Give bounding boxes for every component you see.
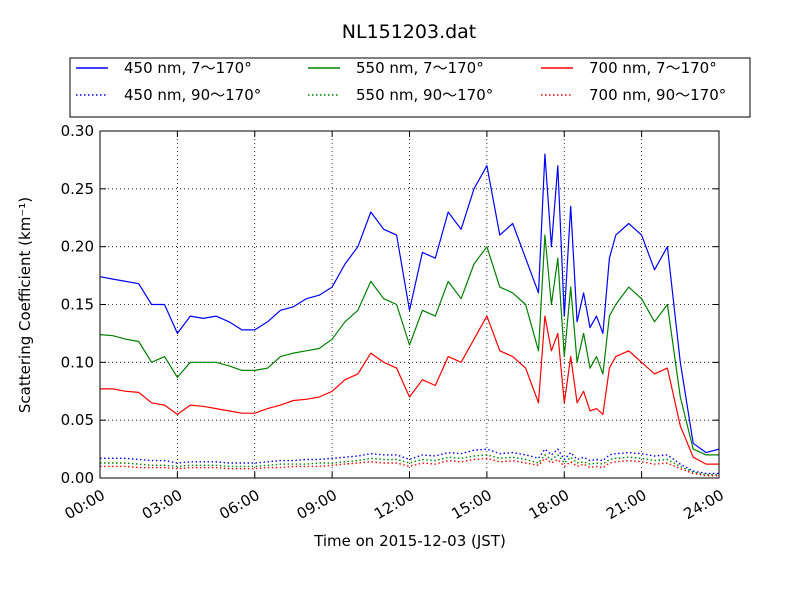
legend-box [69,57,751,118]
chart-title: NL151203.dat [342,21,477,43]
legend-label-3: 450 nm, 90～170° [124,86,261,104]
y-tick-label: 0.10 [61,353,94,371]
y-tick-label: 0.05 [61,411,94,429]
y-tick-label: 0.00 [61,469,94,487]
y-tick-label: 0.15 [61,296,94,314]
x-tick-label: 09:00 [294,486,340,523]
legend-label-4: 550 nm, 90～170° [356,86,493,104]
x-tick-label: 18:00 [526,486,572,523]
y-tick-label: 0.25 [61,180,94,198]
x-tick-label: 15:00 [448,486,494,523]
legend: 450 nm, 7～170° 550 nm, 7～170° 700 nm, 7～17… [69,57,751,118]
x-tick-label: 03:00 [139,486,185,523]
x-tick-label: 21:00 [603,486,649,523]
series-line-3 [100,448,719,475]
x-tick-label: 06:00 [216,486,262,523]
legend-label-0: 450 nm, 7～170° [124,59,252,77]
series-line-0 [100,153,719,454]
legend-label-1: 550 nm, 7～170° [356,59,484,77]
y-axis: 0.00 0.05 0.10 0.15 0.20 0.25 0.30 [61,122,719,487]
y-tick-label: 0.30 [61,122,94,140]
series-line-1 [100,234,719,456]
legend-label-2: 700 nm, 7～170° [589,59,717,77]
y-tick-label: 0.20 [61,238,94,256]
legend-label-5: 700 nm, 90～170° [589,86,726,104]
x-tick-label: 12:00 [371,486,417,523]
series-line-5 [100,457,719,477]
series-layer [100,153,719,477]
x-tick-label: 00:00 [62,486,108,523]
x-tick-label: 24:00 [681,486,727,523]
series-line-2 [100,315,719,465]
x-axis-label: Time on 2015-12-03 (JST) [313,532,506,550]
series-line-4 [100,454,719,476]
y-axis-label: Scattering Coefficient (km⁻¹) [16,197,34,413]
